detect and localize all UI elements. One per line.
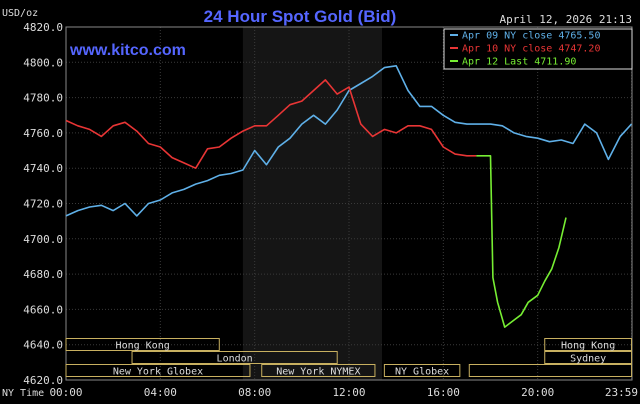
market-bar-2-3 <box>468 364 633 377</box>
legend-label-apr10: Apr 10 NY close 4747.20 <box>462 44 600 55</box>
x-tick-label-4: 16:00 <box>427 386 460 399</box>
series-line-0 <box>65 65 633 217</box>
date-stamp: April 12, 2026 21:13 <box>500 13 632 26</box>
x-tick-label-0: 00:00 <box>49 386 82 399</box>
y-tick-label-3: 4760.0 <box>23 127 63 140</box>
y-axis-label: USD/oz <box>2 8 38 19</box>
series-line-1 <box>65 79 477 169</box>
market-bar-0-1 <box>544 338 633 351</box>
y-tick-label-10: 4620.0 <box>23 374 63 387</box>
x-tick-label-2: 08:00 <box>238 386 271 399</box>
y-tick-label-9: 4640.0 <box>23 339 63 352</box>
plot-frame <box>65 26 633 381</box>
market-bar-2-0 <box>65 364 251 377</box>
axis-ticks: 4820.0 4800.0 4780.0 4760.0 4740.0 4720.0 4700… <box>23 21 638 399</box>
legend-label-apr12: Apr 12 Last 4711.90 <box>462 57 576 68</box>
y-tick-label-1: 4800.0 <box>23 56 63 69</box>
x-tick-label-5: 20:00 <box>521 386 554 399</box>
market-bar-0-0 <box>65 338 220 351</box>
plot-border <box>65 26 633 381</box>
market-label-2-0: New York Globex <box>113 367 203 378</box>
market-label-2-1: New York NYMEX <box>276 367 360 378</box>
market-bar-2-2 <box>383 364 461 377</box>
series-line-2 <box>476 155 567 328</box>
market-hours-bars: Hong Kong Hong Kong London Sydney New York G… <box>65 338 633 378</box>
y-tick-label-7: 4680.0 <box>23 268 63 281</box>
y-tick-label-8: 4660.0 <box>23 303 63 316</box>
market-label-1-1: Sydney <box>570 354 606 365</box>
market-bar-1-1 <box>544 351 633 364</box>
x-tick-label-6: 23:59 <box>605 386 638 399</box>
x-axis-label: NY Time <box>2 388 44 399</box>
market-label-1-0: London <box>217 354 253 365</box>
legend: Apr 09 NY close 4765.50 Apr 10 NY close … <box>443 28 633 70</box>
x-tick-label-1: 04:00 <box>144 386 177 399</box>
market-bar-1-0 <box>131 351 338 364</box>
y-tick-label-5: 4720.0 <box>23 198 63 211</box>
market-bar-2-1 <box>261 364 376 377</box>
legend-label-apr09: Apr 09 NY close 4765.50 <box>462 31 600 42</box>
market-label-2-2: NY Globex <box>395 367 449 378</box>
watermark-url: www.kitco.com <box>69 42 186 59</box>
series-lines <box>65 65 633 328</box>
chart-title: 24 Hour Spot Gold (Bid) <box>204 7 397 26</box>
y-tick-label-0: 4820.0 <box>23 21 63 34</box>
y-tick-label-6: 4700.0 <box>23 233 63 246</box>
y-tick-label-2: 4780.0 <box>23 92 63 105</box>
market-label-0-1: Hong Kong <box>561 341 615 352</box>
market-label-0-0: Hong Kong <box>116 341 170 352</box>
legend-box <box>443 28 633 70</box>
y-tick-label-4: 4740.0 <box>23 162 63 175</box>
x-tick-label-3: 12:00 <box>332 386 365 399</box>
